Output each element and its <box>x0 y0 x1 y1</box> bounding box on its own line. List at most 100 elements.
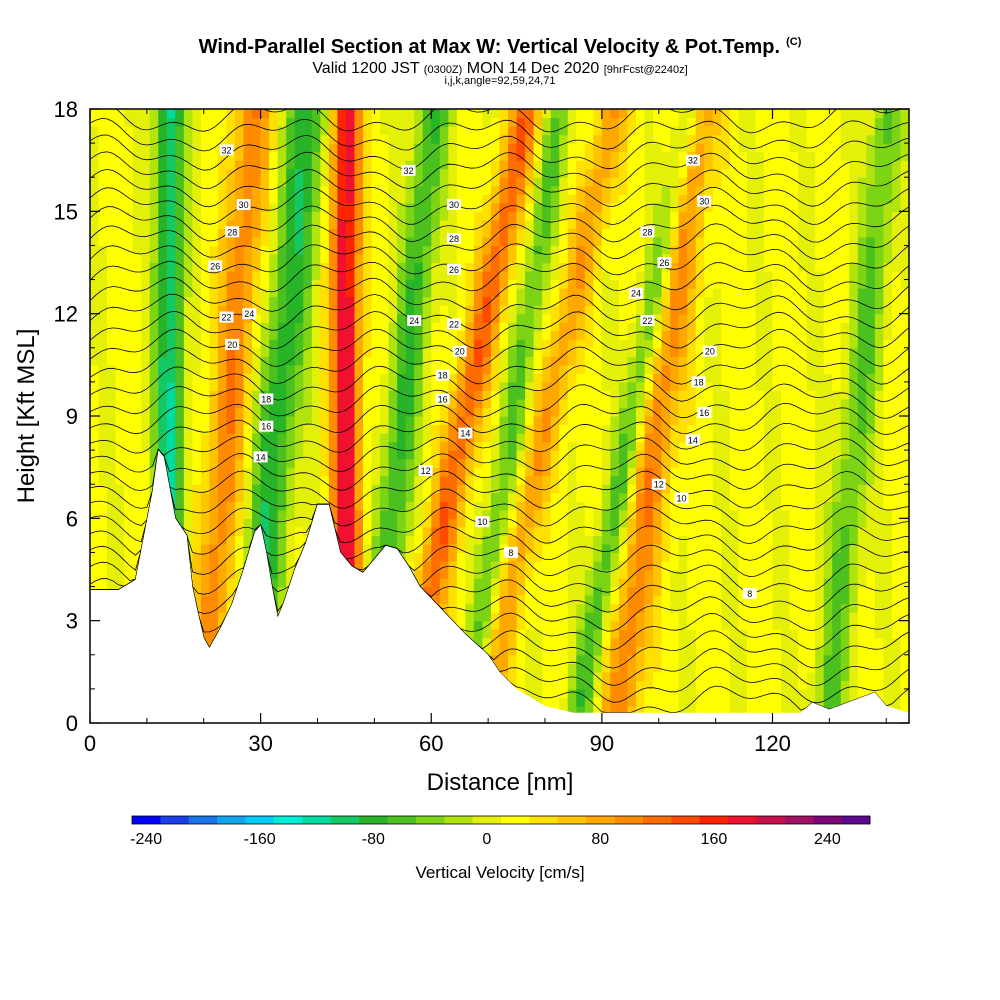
velocity-cell <box>490 433 501 443</box>
velocity-cell <box>149 313 159 323</box>
velocity-cell <box>209 373 219 383</box>
velocity-cell <box>226 518 236 528</box>
velocity-cell <box>107 236 117 247</box>
velocity-cell <box>388 305 398 315</box>
velocity-cell <box>98 296 108 306</box>
velocity-cell <box>431 484 441 494</box>
velocity-cell <box>465 543 475 554</box>
velocity-cell <box>200 612 211 622</box>
velocity-cell <box>388 458 398 468</box>
velocity-cell <box>90 560 100 571</box>
velocity-cell <box>644 322 654 332</box>
velocity-cell <box>124 526 134 536</box>
velocity-cell <box>593 194 603 204</box>
velocity-cell <box>200 347 211 357</box>
velocity-cell <box>235 569 245 579</box>
velocity-cell <box>576 620 586 630</box>
velocity-cell <box>644 543 654 554</box>
velocity-cell <box>388 424 398 434</box>
velocity-cell <box>525 646 535 656</box>
velocity-cell <box>397 245 407 255</box>
velocity-cell <box>653 441 663 451</box>
velocity-cell <box>559 407 569 417</box>
velocity-cell <box>525 552 535 562</box>
velocity-cell <box>320 211 330 221</box>
velocity-cell <box>456 381 466 392</box>
velocity-cell <box>465 211 475 221</box>
velocity-cell <box>320 185 330 195</box>
velocity-cell <box>269 569 279 579</box>
velocity-cell <box>448 416 458 426</box>
velocity-cell <box>252 143 262 153</box>
velocity-cell <box>516 305 526 315</box>
velocity-cell <box>653 646 663 656</box>
velocity-cell <box>141 109 151 119</box>
velocity-cell <box>610 501 620 511</box>
velocity-cell <box>448 143 458 153</box>
velocity-cell <box>277 177 287 187</box>
velocity-cell <box>260 501 270 511</box>
velocity-cell <box>499 364 509 374</box>
velocity-cell <box>371 279 381 289</box>
velocity-cell <box>439 560 449 571</box>
velocity-cell <box>380 168 390 178</box>
velocity-cell <box>482 330 492 340</box>
velocity-cell <box>277 134 287 144</box>
velocity-cell <box>653 313 663 323</box>
velocity-cell <box>473 578 484 588</box>
velocity-cell <box>303 177 313 187</box>
velocity-cell <box>252 467 262 477</box>
velocity-cell <box>627 211 637 221</box>
velocity-cell <box>490 364 501 374</box>
velocity-cell <box>499 646 509 656</box>
velocity-cell <box>90 296 100 306</box>
velocity-cell <box>277 219 287 229</box>
velocity-cell <box>158 279 168 289</box>
velocity-cell <box>525 509 535 519</box>
velocity-cell <box>252 288 262 298</box>
velocity-cell <box>499 441 509 451</box>
velocity-cell <box>508 279 518 289</box>
velocity-cell <box>405 305 415 315</box>
velocity-cell <box>473 253 484 264</box>
velocity-cell <box>235 305 245 315</box>
velocity-cell <box>345 458 356 468</box>
velocity-cell <box>209 603 219 613</box>
velocity-cell <box>166 271 176 281</box>
velocity-cell <box>593 168 603 178</box>
velocity-cell <box>610 629 620 639</box>
velocity-cell <box>158 253 168 264</box>
velocity-cell <box>217 543 228 554</box>
velocity-cell <box>337 322 347 332</box>
velocity-cell <box>533 441 543 451</box>
velocity-cell <box>175 236 185 247</box>
velocity-cell <box>448 168 458 178</box>
velocity-cell <box>661 492 671 502</box>
velocity-cell <box>422 117 432 127</box>
velocity-cell <box>303 313 313 323</box>
velocity-cell <box>533 168 543 178</box>
velocity-cell <box>661 535 671 545</box>
velocity-cell <box>482 236 492 247</box>
velocity-cell <box>559 168 569 178</box>
velocity-cell <box>661 398 671 409</box>
velocity-cell <box>525 296 535 306</box>
velocity-cell <box>422 143 432 153</box>
velocity-cell <box>465 194 475 204</box>
velocity-cell <box>371 126 381 136</box>
velocity-cell <box>243 347 253 357</box>
velocity-cell <box>286 305 296 315</box>
velocity-cell <box>405 117 415 127</box>
velocity-cell <box>516 637 526 647</box>
velocity-cell <box>431 305 441 315</box>
velocity-cell <box>439 151 449 161</box>
velocity-cell <box>294 177 304 187</box>
velocity-cell <box>354 458 364 468</box>
velocity-cell <box>618 433 629 443</box>
velocity-cell <box>209 578 219 588</box>
velocity-cell <box>107 578 117 588</box>
velocity-cell <box>465 475 475 485</box>
velocity-cell <box>670 509 680 519</box>
velocity-cell <box>653 364 663 374</box>
velocity-cell <box>269 433 279 443</box>
